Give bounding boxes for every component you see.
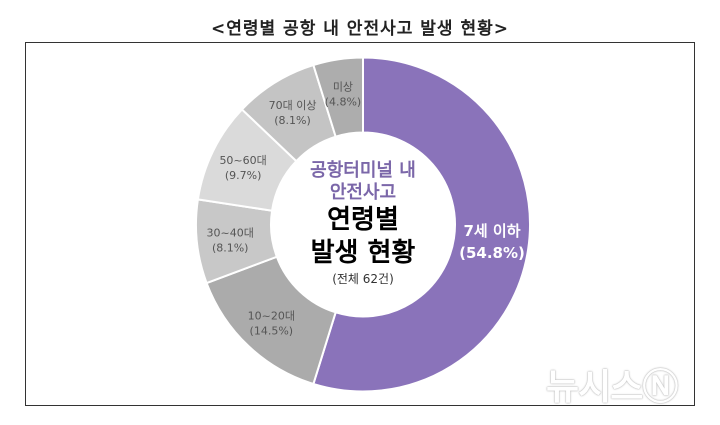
slice-percent: (14.5%) [250, 325, 294, 338]
center-subtitle-line-1: 공항터미널 내 [310, 160, 416, 181]
slice-label: 50~60대 [219, 154, 266, 167]
slice-label: 7세 이하 [463, 222, 520, 240]
slice-percent: (8.1%) [212, 241, 249, 254]
center-main-line-2: 발생 현황 [310, 238, 416, 268]
donut-slice [312, 56, 364, 138]
center-subtitle-line-2: 안전사고 [329, 182, 397, 203]
donut-slices [195, 56, 531, 393]
slice-percent: (54.8%) [459, 244, 525, 262]
chart-title: <연령별 공항 내 안전사고 발생 현황> [210, 19, 510, 39]
donut-center-text: 공항터미널 내 안전사고 연령별 발생 현황 (전체 62건) [271, 160, 455, 288]
slice-label: 70대 이상 [269, 99, 317, 112]
slice-percent: (8.1%) [274, 114, 311, 127]
slice-labels: 7세 이하 (54.8%) 10~20대 (14.5%) 30~40대 (8.1%) 50~… [207, 81, 525, 338]
center-main-line-1: 연령별 [327, 205, 399, 235]
slice-label: 미상 [333, 81, 353, 94]
center-total-count: (전체 62건) [332, 272, 394, 286]
slice-percent: (4.8%) [325, 96, 362, 109]
newsis-watermark-logo: 뉴시스Ⓝ [546, 367, 678, 408]
slice-label: 30~40대 [207, 226, 254, 239]
slice-percent: (9.7%) [225, 169, 262, 182]
slice-label: 10~20대 [248, 310, 295, 323]
chart-frame [25, 42, 695, 406]
donut-slice [312, 56, 531, 393]
